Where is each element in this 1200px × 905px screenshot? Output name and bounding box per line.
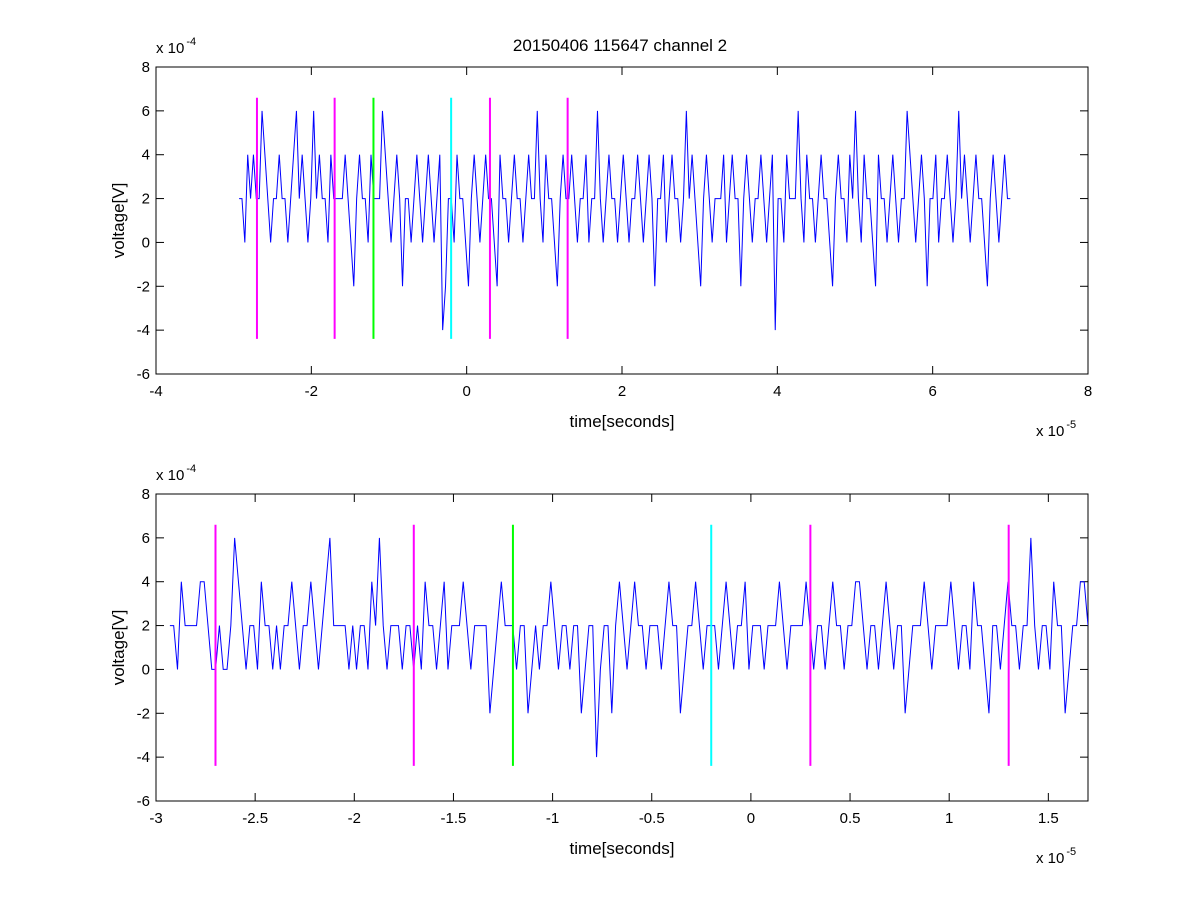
signal-series-line (239, 110, 1011, 331)
axes-top: -4 -2 0 2 4 6 8-6-4-202468time[seconds]voltage… (109, 36, 1092, 440)
y-tick-label: 0 (142, 234, 150, 251)
x-tick-label: -0.5 (639, 810, 665, 827)
y-exponent-label: x 10 -4 (156, 463, 196, 484)
x-tick-label: 1 (945, 810, 953, 827)
x-tick-label: 4 (773, 383, 781, 400)
x-exponent-label: x 10 -5 (1036, 419, 1076, 440)
y-axis-label: voltage[V] (109, 183, 128, 259)
x-tick-label: -4 (149, 383, 162, 400)
x-tick-label: 8 (1084, 383, 1092, 400)
x-tick-label: 0 (462, 383, 470, 400)
x-tick-label: -1.5 (441, 810, 467, 827)
x-axis-label: time[seconds] (570, 412, 675, 431)
y-tick-label: -6 (137, 793, 150, 810)
y-tick-label: 4 (142, 147, 150, 164)
y-tick-label: 4 (142, 574, 150, 591)
x-tick-label: 0.5 (840, 810, 861, 827)
y-tick-label: 6 (142, 103, 150, 120)
x-axis-label: time[seconds] (570, 839, 675, 858)
y-exponent-label: x 10 -4 (156, 36, 196, 57)
x-tick-label: -1 (546, 810, 559, 827)
y-tick-label: 8 (142, 59, 150, 76)
y-tick-label: -4 (137, 322, 150, 339)
y-axis-label: voltage[V] (109, 610, 128, 686)
x-exponent-label: x 10 -5 (1036, 846, 1076, 867)
x-tick-label: -2.5 (242, 810, 268, 827)
y-tick-label: -2 (137, 705, 150, 722)
x-tick-label: 1.5 (1038, 810, 1059, 827)
axes-box (155, 493, 1089, 802)
x-tick-label: 6 (928, 383, 936, 400)
y-tick-label: 0 (142, 661, 150, 678)
figure-title: 20150406 115647 channel 2 (513, 36, 727, 55)
x-tick-label: -2 (305, 383, 318, 400)
y-tick-label: -6 (137, 366, 150, 383)
x-tick-label: 2 (618, 383, 626, 400)
y-tick-label: -2 (137, 278, 150, 295)
y-tick-label: 6 (142, 530, 150, 547)
x-tick-label: -2 (348, 810, 361, 827)
signal-series-line (169, 537, 1088, 758)
y-tick-label: 8 (142, 486, 150, 503)
y-tick-label: 2 (142, 618, 150, 635)
x-tick-label: 0 (747, 810, 755, 827)
axes-bottom: -3 -2.5 -2 -1.5 -1 -0.5 0 0.5 1 1.5 -6 -4 -2 0 2 4 6 8 tim… (109, 463, 1089, 867)
x-tick-label: -3 (149, 810, 162, 827)
y-tick-label: 2 (142, 191, 150, 208)
y-tick-label: -4 (137, 749, 150, 766)
